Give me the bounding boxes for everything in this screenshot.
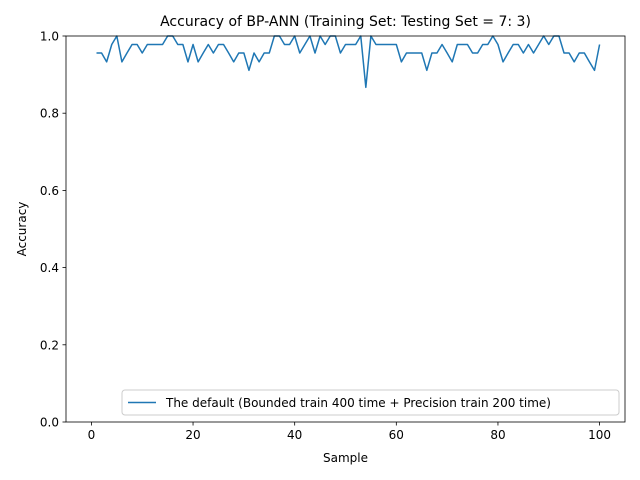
x-tick-label: 40: [287, 428, 302, 442]
y-tick-label: 0.8: [40, 107, 59, 121]
x-axis-label: Sample: [323, 451, 368, 465]
plot-area: [96, 35, 601, 89]
y-tick-label: 0.0: [40, 416, 59, 430]
x-tick-label: 80: [490, 428, 505, 442]
axes-frame: [65, 35, 626, 423]
y-tick-label: 0.4: [40, 261, 59, 275]
legend-label: The default (Bounded train 400 time + Pr…: [165, 396, 551, 410]
axes: 0 20 40 60 80 100 0.0 0.2 0.4 0.6 0.8 1.0: [40, 30, 626, 442]
chart-title: Accuracy of BP-ANN (Training Set: Testin…: [160, 14, 531, 30]
legend-box: [121, 389, 620, 416]
y-tick-label: 1.0: [40, 30, 59, 44]
legend: The default (Bounded train 400 time + Pr…: [121, 389, 620, 416]
y-axis-label: Accuracy: [15, 202, 29, 257]
y-tick-label: 0.2: [40, 338, 59, 352]
x-tick-label: 20: [185, 428, 200, 442]
x-tick-label: 100: [588, 428, 611, 442]
x-tick-label: 60: [389, 428, 404, 442]
series-line: [96, 35, 601, 89]
y-tick-label: 0.6: [40, 184, 59, 198]
x-tick-label: 0: [88, 428, 96, 442]
